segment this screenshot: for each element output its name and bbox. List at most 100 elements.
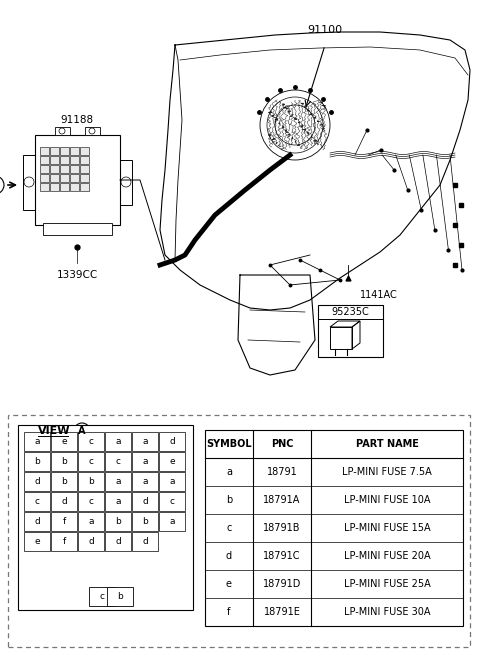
Text: LP-MINI FUSE 20A: LP-MINI FUSE 20A — [344, 551, 430, 561]
Bar — [78, 432, 104, 451]
Bar — [35, 135, 120, 225]
Bar — [51, 492, 77, 511]
Text: c: c — [116, 457, 120, 466]
Bar — [205, 430, 463, 626]
Text: LP-MINI FUSE 7.5A: LP-MINI FUSE 7.5A — [342, 467, 432, 477]
Text: a: a — [88, 517, 94, 526]
Bar — [24, 512, 50, 531]
Bar — [60, 165, 69, 173]
Text: 18791E: 18791E — [264, 607, 300, 617]
Text: d: d — [169, 437, 175, 446]
Bar — [132, 492, 158, 511]
Text: 18791D: 18791D — [263, 579, 301, 589]
Text: 18791B: 18791B — [263, 523, 301, 533]
Bar — [318, 305, 383, 357]
Bar — [40, 156, 49, 164]
Text: d: d — [34, 477, 40, 486]
Text: c: c — [226, 523, 232, 533]
Text: e: e — [61, 437, 67, 446]
Text: c: c — [99, 592, 105, 601]
Text: a: a — [142, 437, 148, 446]
Text: a: a — [226, 467, 232, 477]
Text: a: a — [169, 517, 175, 526]
Bar — [132, 532, 158, 551]
Bar — [78, 492, 104, 511]
Text: LP-MINI FUSE 10A: LP-MINI FUSE 10A — [344, 495, 430, 505]
Bar — [24, 452, 50, 471]
Bar — [51, 472, 77, 491]
Text: LP-MINI FUSE 30A: LP-MINI FUSE 30A — [344, 607, 430, 617]
Text: LP-MINI FUSE 25A: LP-MINI FUSE 25A — [344, 579, 431, 589]
Text: c: c — [88, 457, 94, 466]
Text: e: e — [226, 579, 232, 589]
Bar — [105, 452, 131, 471]
Bar — [132, 512, 158, 531]
Text: b: b — [226, 495, 232, 505]
Bar — [70, 156, 79, 164]
Bar — [50, 183, 59, 191]
Text: a: a — [169, 477, 175, 486]
Text: d: d — [61, 497, 67, 506]
Bar — [85, 127, 100, 135]
Bar — [78, 512, 104, 531]
Bar — [24, 472, 50, 491]
Bar — [60, 174, 69, 182]
Bar — [107, 587, 133, 606]
Text: a: a — [115, 497, 121, 506]
Text: b: b — [115, 517, 121, 526]
Bar — [105, 512, 131, 531]
Bar — [70, 165, 79, 173]
Bar — [24, 492, 50, 511]
Bar — [159, 452, 185, 471]
Bar — [159, 432, 185, 451]
Bar — [8, 415, 470, 647]
Text: a: a — [115, 437, 121, 446]
Bar — [132, 432, 158, 451]
Bar — [60, 147, 69, 155]
Bar — [40, 147, 49, 155]
Bar — [132, 472, 158, 491]
Text: LP-MINI FUSE 15A: LP-MINI FUSE 15A — [344, 523, 430, 533]
Text: c: c — [88, 437, 94, 446]
Text: b: b — [142, 517, 148, 526]
Bar — [105, 492, 131, 511]
Bar — [105, 472, 131, 491]
Bar — [24, 532, 50, 551]
Bar — [80, 174, 89, 182]
Text: PNC: PNC — [271, 439, 293, 449]
Bar — [78, 532, 104, 551]
Bar — [78, 472, 104, 491]
Bar — [51, 432, 77, 451]
Bar — [50, 165, 59, 173]
Text: c: c — [169, 497, 175, 506]
Bar — [24, 432, 50, 451]
Text: f: f — [62, 517, 66, 526]
Text: 95235C: 95235C — [331, 307, 369, 317]
Bar — [51, 512, 77, 531]
Bar — [159, 492, 185, 511]
Bar — [18, 425, 193, 610]
Bar — [89, 587, 115, 606]
Text: e: e — [34, 537, 40, 546]
Text: e: e — [169, 457, 175, 466]
Bar — [78, 452, 104, 471]
Text: 1339CC: 1339CC — [56, 270, 97, 280]
Text: d: d — [142, 497, 148, 506]
Text: a: a — [142, 477, 148, 486]
Bar — [50, 156, 59, 164]
Text: a: a — [142, 457, 148, 466]
Bar — [80, 183, 89, 191]
Bar — [50, 147, 59, 155]
Text: 18791: 18791 — [266, 467, 298, 477]
Text: b: b — [117, 592, 123, 601]
Text: b: b — [61, 477, 67, 486]
Text: PART NAME: PART NAME — [356, 439, 419, 449]
Text: 1141AC: 1141AC — [360, 290, 398, 300]
Text: d: d — [226, 551, 232, 561]
Bar — [80, 156, 89, 164]
Bar — [105, 432, 131, 451]
Text: c: c — [35, 497, 39, 506]
Text: a: a — [34, 437, 40, 446]
Bar — [51, 452, 77, 471]
Text: f: f — [62, 537, 66, 546]
